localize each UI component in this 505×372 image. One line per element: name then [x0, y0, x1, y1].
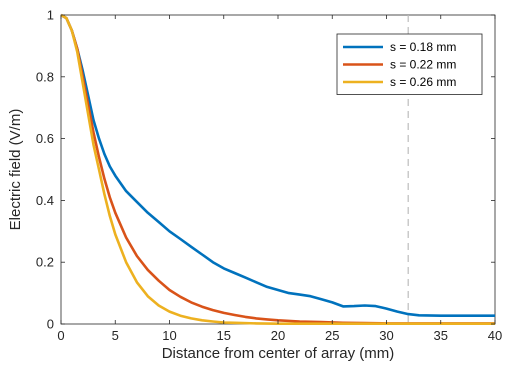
x-tick-label: 5	[112, 328, 119, 343]
x-tick-label: 35	[434, 328, 448, 343]
legend-label: s = 0.18 mm	[390, 40, 456, 54]
y-axis-label: Electric field (V/m)	[7, 109, 24, 231]
y-tick-label: 0.8	[36, 69, 54, 84]
x-tick-label: 10	[162, 328, 176, 343]
y-tick-label: 0	[47, 317, 54, 332]
x-axis-ticks: 0 5 10 15 20 25 30 35 40	[57, 15, 502, 343]
legend-label: s = 0.22 mm	[390, 58, 456, 72]
series-line-3	[60, 13, 495, 326]
x-tick-label: 30	[379, 328, 393, 343]
x-tick-label: 15	[217, 328, 231, 343]
x-tick-label: 40	[488, 328, 502, 343]
x-tick-label: 20	[271, 328, 285, 343]
x-tick-label: 25	[325, 328, 339, 343]
y-tick-label: 1	[47, 8, 54, 23]
y-tick-label: 0.4	[36, 193, 54, 208]
x-tick-label: 0	[57, 328, 64, 343]
y-tick-label: 0.2	[36, 255, 54, 270]
series-line-1	[60, 13, 495, 318]
legend-label: s = 0.26 mm	[390, 75, 456, 89]
legend: s = 0.18 mm s = 0.22 mm s = 0.26 mm	[336, 33, 483, 95]
y-tick-label: 0.6	[36, 131, 54, 146]
x-axis-label: Distance from center of array (mm)	[162, 345, 395, 362]
y-axis-ticks: 0 0.2 0.4 0.6 0.8 1	[36, 8, 495, 332]
